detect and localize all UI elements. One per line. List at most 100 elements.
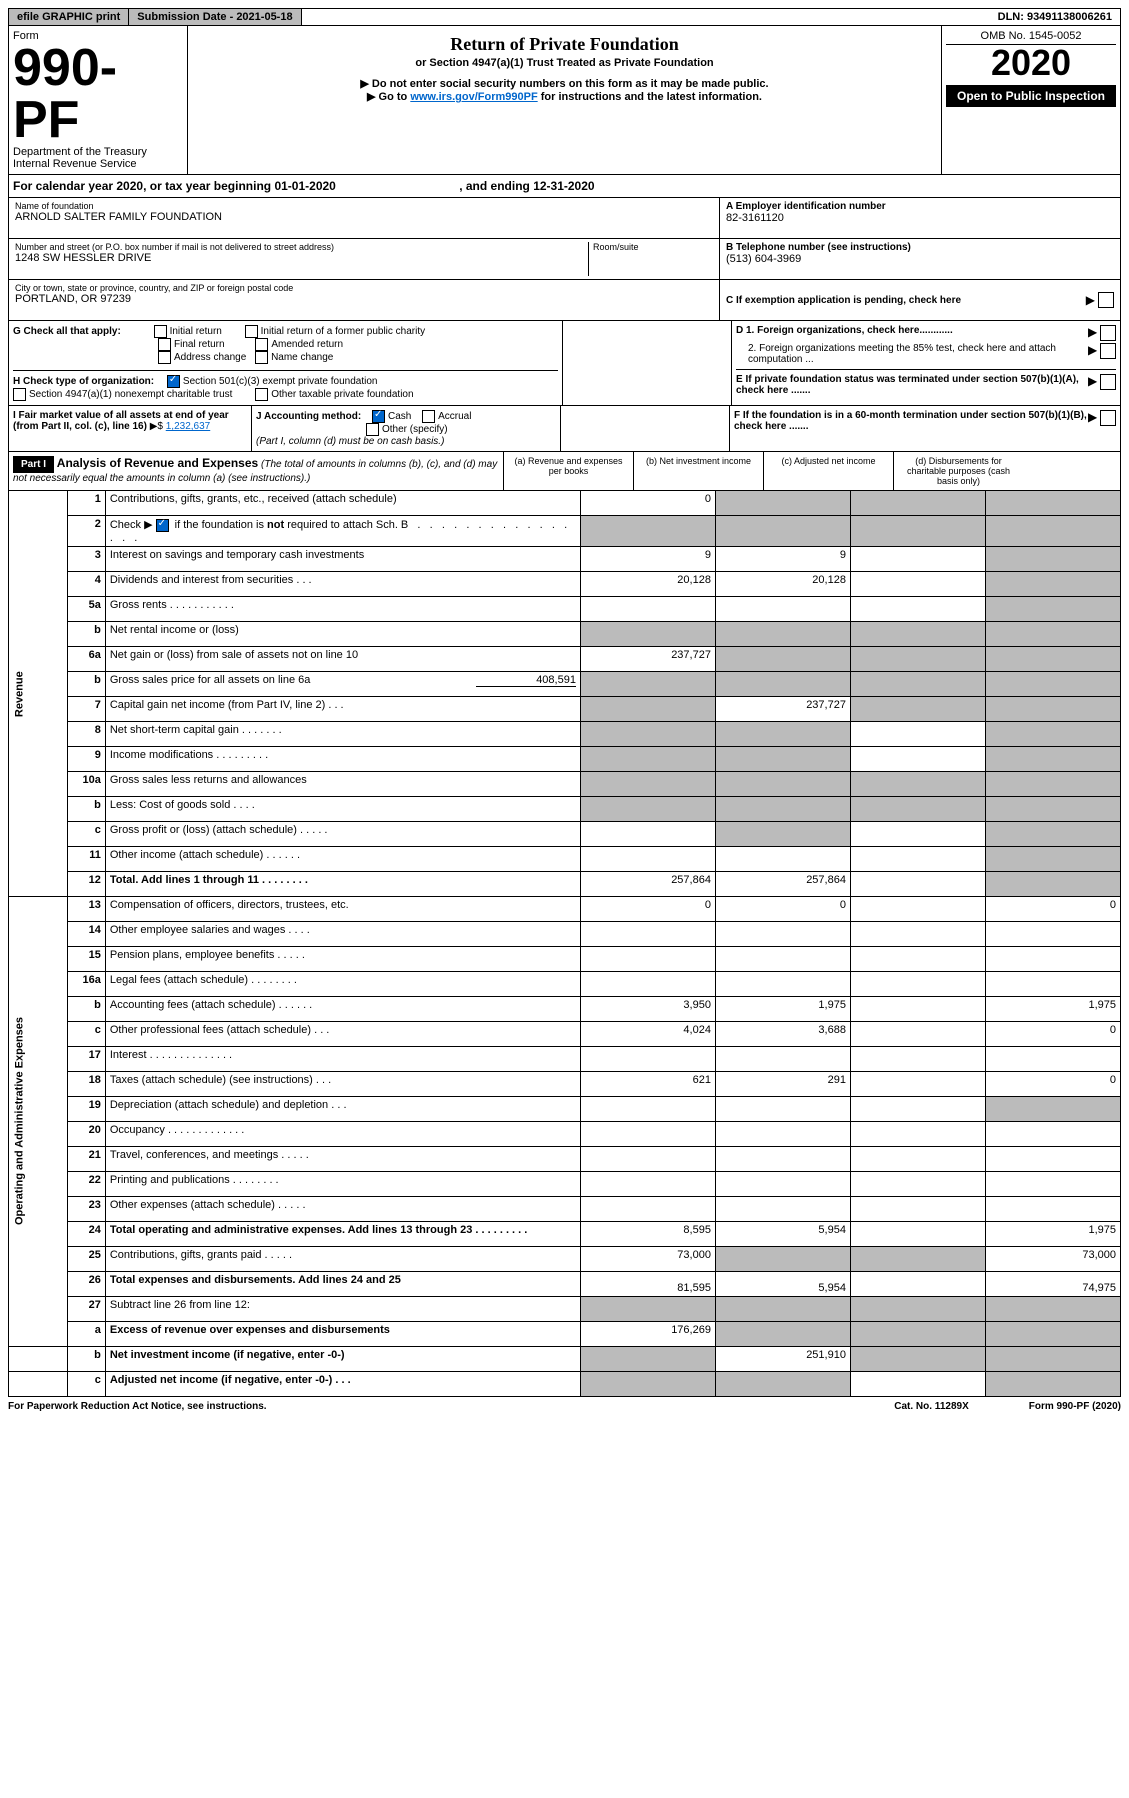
r12-b: 257,864 [715,871,850,896]
g-address-cb[interactable] [158,351,171,364]
r27b-desc: Net investment income (if negative, ente… [105,1346,580,1371]
ssn-warning: ▶ Do not enter social security numbers o… [194,77,935,90]
r8-num: 8 [67,721,105,746]
r17-num: 17 [67,1046,105,1071]
h-4947-cb[interactable] [13,388,26,401]
h-501c3-cb[interactable] [167,375,180,388]
r24-num: 24 [67,1221,105,1246]
r3-num: 3 [67,546,105,571]
calyear-mid: , and ending [459,179,533,193]
dln: DLN: 93491138006261 [990,9,1120,25]
r3-a: 9 [580,546,715,571]
city-label: City or town, state or province, country… [15,283,713,293]
col-d: (d) Disbursements for charitable purpose… [893,452,1023,490]
r16c-b: 3,688 [715,1021,850,1046]
r16b-a: 3,950 [580,996,715,1021]
i-value[interactable]: 1,232,637 [166,421,211,432]
r13-a: 0 [580,896,715,921]
c-text: C If exemption application is pending, c… [726,295,1086,306]
g-name-cb[interactable] [255,351,268,364]
h-label: H Check type of organization: [13,376,154,387]
r15-desc: Pension plans, employee benefits . . . .… [105,946,580,971]
paperwork-notice: For Paperwork Reduction Act Notice, see … [8,1401,267,1412]
r25-desc: Contributions, gifts, grants paid . . . … [105,1246,580,1271]
d2-cb[interactable] [1100,343,1116,359]
r27b-num: b [67,1346,105,1371]
r25-d: 73,000 [985,1246,1120,1271]
j-o1: Cash [388,411,411,422]
cat-no: Cat. No. 11289X [894,1401,968,1412]
r21-desc: Travel, conferences, and meetings . . . … [105,1146,580,1171]
form-subtitle: or Section 4947(a)(1) Trust Treated as P… [194,57,935,69]
j-other-cb[interactable] [366,423,379,436]
calyear-pre: For calendar year 2020, or tax year begi… [13,179,274,193]
form-ref: Form 990-PF (2020) [1029,1401,1121,1412]
street-label: Number and street (or P.O. box number if… [15,242,588,252]
form-number: 990-PF [13,39,117,149]
r1-a: 0 [580,491,715,516]
r13-b: 0 [715,896,850,921]
submission-date: Submission Date - 2021-05-18 [129,9,301,25]
j-text: J Accounting method: [256,411,361,422]
r8-desc: Net short-term capital gain . . . . . . … [105,721,580,746]
r4-a: 20,128 [580,571,715,596]
irs-link[interactable]: www.irs.gov/Form990PF [410,91,537,103]
h-other-cb[interactable] [255,388,268,401]
tel-label: B Telephone number (see instructions) [726,242,1114,253]
g-initial-former-cb[interactable] [245,325,258,338]
goto-text: ▶ Go to [367,91,410,103]
r27a-desc: Excess of revenue over expenses and disb… [105,1321,580,1346]
r23-desc: Other expenses (attach schedule) . . . .… [105,1196,580,1221]
top-bar: efile GRAPHIC print Submission Date - 20… [8,8,1121,26]
r16a-desc: Legal fees (attach schedule) . . . . . .… [105,971,580,996]
g-initial-cb[interactable] [154,325,167,338]
ein: 82-3161120 [726,212,1114,224]
r1-num: 1 [67,491,105,516]
r3-desc: Interest on savings and temporary cash i… [105,546,580,571]
calyear-begin: 01-01-2020 [274,179,335,193]
i-j-f-row: I Fair market value of all assets at end… [8,406,1121,452]
h-o1: Section 501(c)(3) exempt private foundat… [183,376,378,387]
r5b-desc: Net rental income or (loss) [105,621,580,646]
g-final-cb[interactable] [158,338,171,351]
f-text: F If the foundation is in a 60-month ter… [734,410,1088,447]
r7-b: 237,727 [715,696,850,721]
d1-cb[interactable] [1100,325,1116,341]
j-accrual-cb[interactable] [422,410,435,423]
schb-cb[interactable] [156,519,169,532]
r18-a: 621 [580,1071,715,1096]
r4-b: 20,128 [715,571,850,596]
j-cash-cb[interactable] [372,410,385,423]
g-amended-cb[interactable] [255,338,268,351]
r11-num: 11 [67,846,105,871]
r3-b: 9 [715,546,850,571]
g-o5: Amended return [271,339,343,350]
r17-desc: Interest . . . . . . . . . . . . . . [105,1046,580,1071]
r22-desc: Printing and publications . . . . . . . … [105,1171,580,1196]
c-checkbox[interactable] [1098,292,1114,308]
foundation-name-label: Name of foundation [15,201,713,211]
col-b: (b) Net investment income [633,452,763,490]
r19-num: 19 [67,1096,105,1121]
r9-num: 9 [67,746,105,771]
form-title: Return of Private Foundation [194,34,935,55]
r27b-b: 251,910 [715,1346,850,1371]
part1-title: Analysis of Revenue and Expenses [57,456,258,470]
f-cb[interactable] [1100,410,1116,426]
r26-a: 81,595 [580,1271,715,1296]
r10a-num: 10a [67,771,105,796]
r13-desc: Compensation of officers, directors, tru… [105,896,580,921]
page-footer: For Paperwork Reduction Act Notice, see … [8,1397,1121,1412]
r27-num: 27 [67,1296,105,1321]
r16b-num: b [67,996,105,1021]
r26-d: 74,975 [985,1271,1120,1296]
part1-header: Part I Analysis of Revenue and Expenses … [8,452,1121,491]
j-o2: Accrual [438,411,471,422]
form-header: Form 990-PF Department of the Treasury I… [8,26,1121,175]
e-cb[interactable] [1100,374,1116,390]
r10c-num: c [67,821,105,846]
efile-print-button[interactable]: efile GRAPHIC print [9,9,129,25]
r16a-num: 16a [67,971,105,996]
tax-year: 2020 [946,45,1116,81]
r6a-num: 6a [67,646,105,671]
